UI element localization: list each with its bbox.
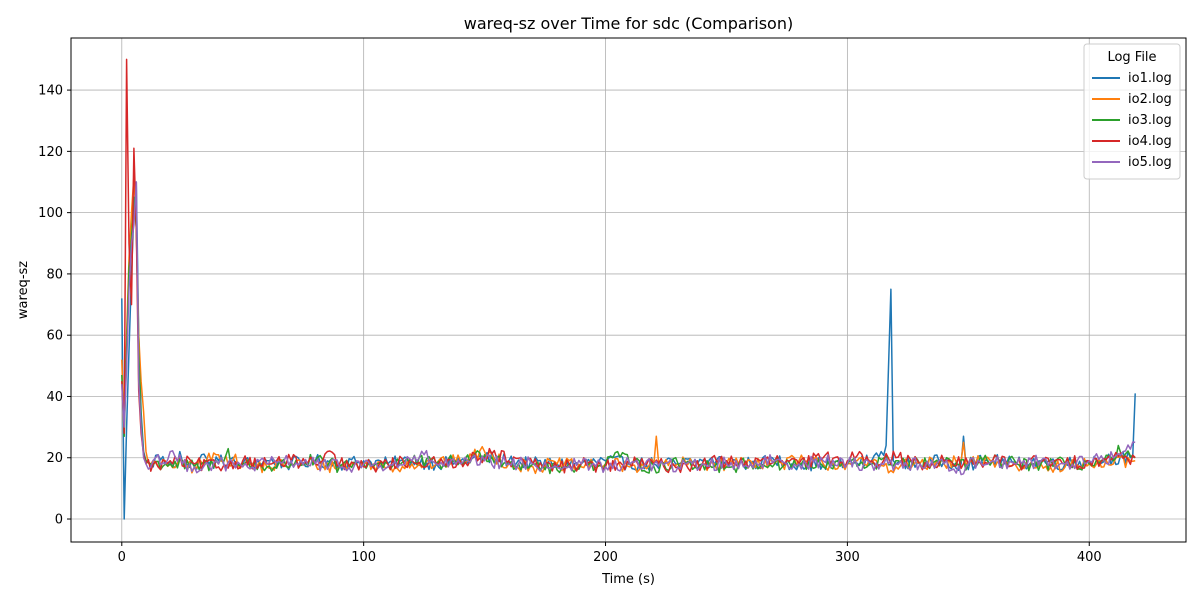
chart-title: wareq-sz over Time for sdc (Comparison): [464, 14, 793, 33]
legend-label: io4.log: [1128, 134, 1172, 149]
legend-label: io1.log: [1128, 71, 1172, 86]
x-tick-label: 400: [1077, 550, 1102, 565]
axis-layer: 0 100 200 300 400 0 20 40 60 80 100 120 140: [38, 84, 1101, 565]
x-tick-label: 0: [118, 550, 126, 565]
y-tick-label: 20: [46, 451, 63, 466]
x-axis-label: Time (s): [601, 572, 655, 587]
y-tick-label: 40: [46, 390, 63, 405]
x-tick-label: 200: [593, 550, 618, 565]
legend-items: io1.log io2.log io3.log io4.log io5.log: [1092, 71, 1172, 170]
x-tick-label: 100: [351, 550, 376, 565]
legend-label: io5.log: [1128, 155, 1172, 170]
series-line-io2-log: [121, 175, 1136, 475]
series-layer: [121, 58, 1136, 520]
y-tick-label: 100: [38, 206, 63, 221]
y-tick-label: 60: [46, 329, 63, 344]
x-tick-label: 300: [835, 550, 860, 565]
legend-label: io2.log: [1128, 92, 1172, 107]
legend-title: Log File: [1107, 50, 1156, 65]
y-axis-label: wareq-sz: [16, 261, 31, 319]
legend: Log File io1.log io2.log io3.log io4.log io5…: [1083, 43, 1181, 180]
y-tick-label: 140: [38, 84, 63, 99]
series-line-io5-log: [121, 181, 1136, 476]
grid-layer: [71, 38, 1186, 542]
plot-frame: [70, 37, 1187, 543]
y-tick-label: 120: [38, 145, 63, 160]
series-line-io4-log: [121, 58, 1136, 474]
legend-label: io3.log: [1128, 113, 1172, 128]
y-tick-label: 80: [46, 267, 63, 282]
y-tick-label: 0: [55, 513, 63, 528]
